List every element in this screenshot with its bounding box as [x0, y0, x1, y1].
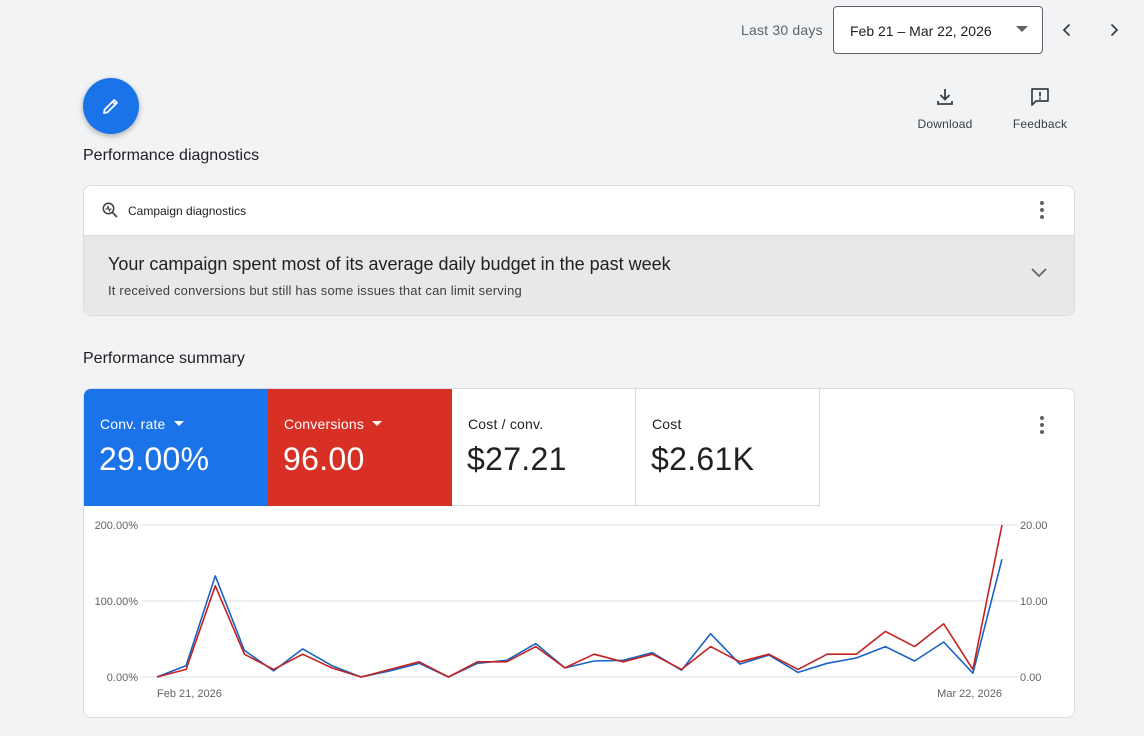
left-axis-tick-label: 0.00%	[107, 672, 138, 684]
metric-label: Cost / conv.	[468, 416, 544, 432]
date-preset-label: Last 30 days	[741, 22, 823, 38]
metric-label: Conversions	[284, 416, 365, 432]
metric-label: Cost	[652, 416, 682, 432]
x-axis-end-label: Mar 22, 2026	[937, 688, 1002, 700]
date-range-value: Feb 21 – Mar 22, 2026	[850, 23, 992, 39]
metric-tile-cost[interactable]: Cost $2.61K	[636, 389, 820, 506]
performance-summary-title: Performance summary	[83, 350, 245, 367]
diagnostics-more-options-icon[interactable]	[1030, 198, 1054, 222]
dropdown-caret-icon	[372, 420, 383, 426]
chevron-right-icon	[1110, 23, 1119, 37]
metric-tile-conv-rate[interactable]: Conv. rate 29.00%	[84, 389, 268, 506]
metric-value: $27.21	[467, 441, 567, 477]
performance-summary-card: Conv. rate 29.00% Conversions 96.00 Cost…	[83, 388, 1075, 718]
campaign-diagnostics-header: Campaign diagnostics	[84, 186, 1074, 235]
performance-line-chart: 0.00% 0.00 100.00% 10.00 200.00% 20.00 Feb 21,…	[95, 520, 1048, 700]
metric-tile-conversions[interactable]: Conversions 96.00	[268, 389, 452, 506]
diagnostics-expand-row[interactable]: Your campaign spent most of its average …	[84, 235, 1074, 315]
campaign-diagnostics-label: Campaign diagnostics	[128, 204, 247, 218]
chevron-down-icon	[1030, 266, 1048, 284]
performance-diagnostics-title: Performance diagnostics	[83, 147, 260, 164]
summary-more-options-icon[interactable]	[1030, 413, 1054, 437]
metric-tile-cost-per-conv[interactable]: Cost / conv. $27.21	[452, 389, 636, 506]
right-axis-tick-label: 20.00	[1020, 520, 1048, 532]
right-axis-tick-label: 0.00	[1020, 672, 1041, 684]
dropdown-caret-icon	[173, 420, 184, 426]
metric-value: 29.00%	[99, 441, 210, 477]
left-axis-tick-label: 100.00%	[95, 596, 139, 608]
diagnostics-search-icon	[101, 201, 119, 224]
dropdown-caret-icon	[1016, 26, 1028, 32]
download-icon	[937, 89, 953, 105]
feedback-label: Feedback	[1012, 117, 1068, 131]
pencil-icon	[103, 99, 118, 114]
chevron-left-icon	[1062, 23, 1071, 37]
metric-value: $2.61K	[651, 441, 755, 477]
download-button[interactable]: Download	[905, 86, 985, 131]
metric-label: Conv. rate	[100, 416, 166, 432]
edit-fab-button[interactable]	[83, 78, 139, 134]
metric-value: 96.00	[283, 441, 365, 477]
diagnostics-headline: Your campaign spent most of its average …	[108, 254, 671, 274]
series-line-conversions	[156, 524, 1003, 678]
feedback-icon	[1031, 88, 1049, 106]
previous-period-button[interactable]	[1053, 16, 1081, 44]
left-axis-tick-label: 200.00%	[95, 520, 139, 532]
date-range-select[interactable]: Feb 21 – Mar 22, 2026	[833, 6, 1043, 54]
right-axis-tick-label: 10.00	[1020, 596, 1048, 608]
x-axis-start-label: Feb 21, 2026	[157, 688, 222, 700]
download-label: Download	[917, 117, 973, 131]
feedback-button[interactable]: Feedback	[1000, 86, 1080, 131]
series-line-conv-rate	[156, 559, 1003, 678]
next-period-button[interactable]	[1100, 16, 1128, 44]
campaign-diagnostics-card: Campaign diagnostics Your campaign spent…	[83, 185, 1075, 316]
diagnostics-detail: It received conversions but still has so…	[108, 283, 522, 298]
